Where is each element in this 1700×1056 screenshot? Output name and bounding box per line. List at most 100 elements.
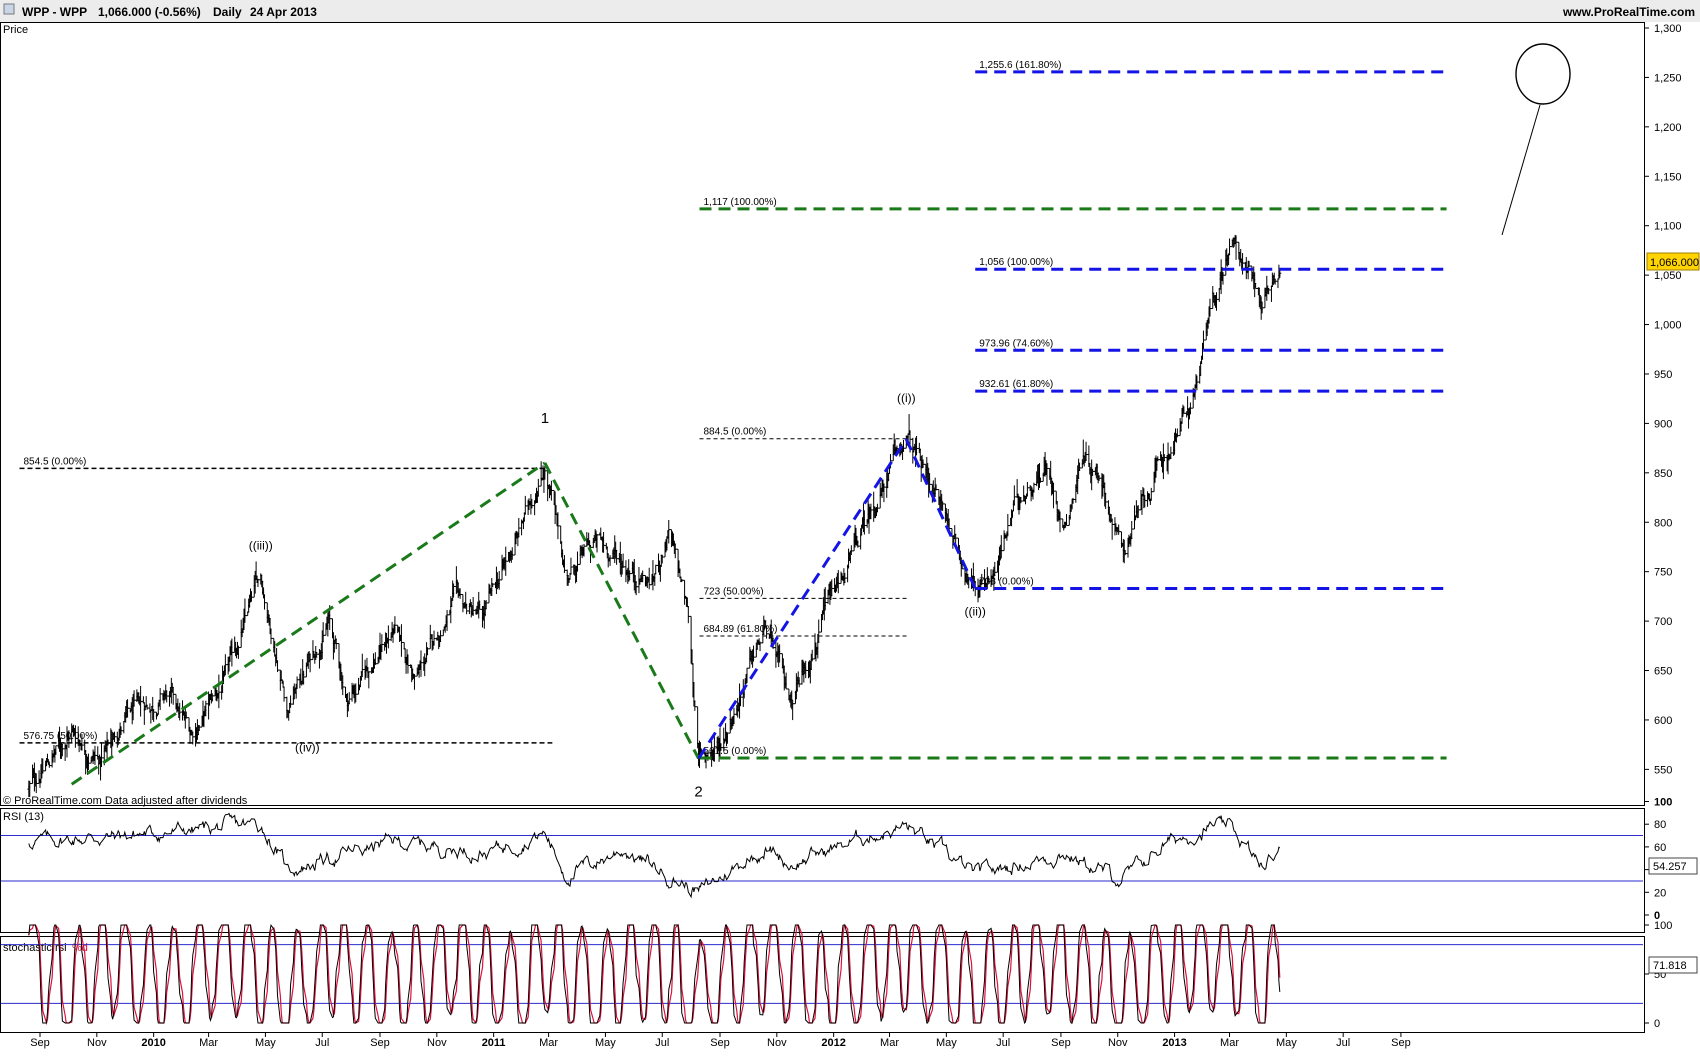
x-tick-label: May <box>936 1037 957 1049</box>
x-tick-label: May <box>255 1037 276 1049</box>
fib-level-label: 1,056 (100.00%) <box>979 257 1053 268</box>
site-label[interactable]: www.ProRealTime.com <box>1562 5 1695 19</box>
x-tick-label: 2011 <box>482 1037 506 1049</box>
period-label: Daily <box>213 5 242 19</box>
rsi-tick-label: 80 <box>1654 819 1666 831</box>
price-tick-label: 550 <box>1654 764 1672 776</box>
x-tick-label: Nov <box>1108 1037 1128 1049</box>
x-tick-label: Sep <box>1391 1037 1411 1049</box>
wave-label: ((i)) <box>897 391 916 405</box>
x-tick-label: Nov <box>767 1037 787 1049</box>
price-tick-label: 700 <box>1654 616 1672 628</box>
price-tick-label: 800 <box>1654 517 1672 529</box>
fib-level-label: 723 (50.00%) <box>704 586 764 597</box>
x-tick-label: Nov <box>427 1037 447 1049</box>
x-tick-label: May <box>595 1037 616 1049</box>
x-tick-label: 2010 <box>141 1037 165 1049</box>
price-tick-label: 600 <box>1654 715 1672 727</box>
price-tick-label: 1,300 <box>1654 23 1682 35</box>
target-circle <box>1515 43 1571 105</box>
x-tick-label: Mar <box>539 1037 558 1049</box>
price-tick-label: 1,000 <box>1654 320 1682 332</box>
x-tick-label: Jul <box>315 1037 329 1049</box>
date-label: 24 Apr 2013 <box>250 5 317 19</box>
x-tick-label: 2012 <box>821 1037 845 1049</box>
price-tick-label: 1,050 <box>1654 270 1682 282</box>
rsi-tick-label: 60 <box>1654 842 1666 854</box>
ticker-label: WPP - WPP <box>22 5 87 19</box>
window-icon <box>3 3 15 15</box>
quote-label: 1,066.000 (-0.56%) <box>98 5 201 19</box>
rsi-tick-label: 20 <box>1654 887 1666 899</box>
stoch-last-value: 71.818 <box>1653 960 1687 972</box>
title-bar <box>0 0 1700 22</box>
fib-level-label: 576.75 (50.00%) <box>24 731 98 742</box>
rsi-last-value: 54.257 <box>1653 861 1687 873</box>
wave-label: ((iii)) <box>249 539 273 553</box>
elliott-wave-labels: 1 2 ((i)) ((ii)) ((iii)) ((iv)) <box>249 391 986 800</box>
price-tick-label: 750 <box>1654 567 1672 579</box>
fib-level-label: 884.5 (0.00%) <box>704 427 767 438</box>
rsi-line <box>28 812 1281 899</box>
price-tick-label: 900 <box>1654 418 1672 430</box>
fib-level-label: 733 (0.00%) <box>979 576 1033 587</box>
rsi-last-tag <box>1648 857 1698 875</box>
stoch-series <box>1 923 1643 1026</box>
x-tick-label: Jul <box>996 1037 1010 1049</box>
fib-level-label: 1,117 (100.00%) <box>704 197 777 208</box>
rsi-panel-frame <box>0 808 1645 933</box>
price-tick-label: 850 <box>1654 468 1672 480</box>
fib-level-label: 973.96 (74.60%) <box>979 338 1053 349</box>
fib-level-label: 1,255.6 (161.80%) <box>979 60 1061 71</box>
x-tick-label: Jul <box>655 1037 669 1049</box>
stoch-last-tag <box>1648 956 1698 974</box>
price-tick-label: 1,250 <box>1654 72 1682 84</box>
fib-level-label: 561.5 (0.00%) <box>704 746 767 757</box>
x-tick-label: Sep <box>710 1037 730 1049</box>
x-tick-label: Nov <box>87 1037 107 1049</box>
x-tick-label: Mar <box>880 1037 899 1049</box>
x-tick-label: Mar <box>199 1037 218 1049</box>
wave-segment <box>904 438 977 590</box>
price-panel-frame <box>0 22 1645 806</box>
price-tick-label: 1,150 <box>1654 171 1682 183</box>
x-tick-label: May <box>1276 1037 1297 1049</box>
wave-label: ((iv)) <box>295 741 320 755</box>
ohlc-bars <box>27 234 1282 798</box>
x-tick-label: Jul <box>1336 1037 1350 1049</box>
price-tick-label: 1,100 <box>1654 221 1682 233</box>
price-tick-label: 650 <box>1654 666 1672 678</box>
fib-level-label: 932.61 (61.80%) <box>979 379 1053 390</box>
stoch-panel-frame <box>0 936 1645 1033</box>
stoch-k-line <box>28 923 1281 1025</box>
x-tick-label: Mar <box>1220 1037 1239 1049</box>
rsi-tick-label: 0 <box>1654 910 1660 922</box>
rsi-series <box>1 812 1643 899</box>
x-tick-label: Sep <box>370 1037 390 1049</box>
rsi-panel-label: RSI (13) <box>3 811 44 823</box>
wave-segment <box>543 462 700 760</box>
price-tick-label: 1,200 <box>1654 122 1682 134</box>
last-price-value: 1,066.000 <box>1650 257 1699 269</box>
watermark: © ProRealTime.com Data adjusted after di… <box>3 795 248 807</box>
wave-label: 1 <box>541 410 549 427</box>
price-panel-label: Price <box>3 24 28 36</box>
fib-levels: 854.5 (0.00%) 576.75 (50.00%) 884.5 (0.00%… <box>19 60 1447 760</box>
stoch-panel-label: stochastic rsi <box>3 942 67 954</box>
wave-segment <box>70 461 546 786</box>
x-axis: Sep Nov 2010 Mar May Jul Sep Nov 2011 Mar May Jul Se… <box>30 1032 1411 1049</box>
price-tick-label: 950 <box>1654 369 1672 381</box>
stoch-tick-label: 0 <box>1654 1018 1660 1030</box>
elliott-wave-lines <box>70 438 977 786</box>
stoch-tick-label: 100 <box>1654 920 1672 932</box>
x-tick-label: 2013 <box>1162 1037 1186 1049</box>
fib-level-label: 684.89 (61.80%) <box>704 624 778 635</box>
rsi-tick-label: 100 <box>1654 797 1672 809</box>
x-tick-label: Sep <box>1051 1037 1071 1049</box>
wave-label: 2 <box>694 784 702 801</box>
fib-level-label: 854.5 (0.00%) <box>24 456 87 467</box>
wave-segment <box>697 438 908 760</box>
